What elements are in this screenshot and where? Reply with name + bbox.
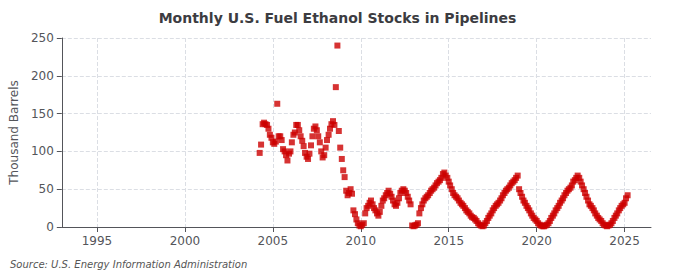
svg-text:50: 50 (39, 182, 54, 196)
svg-text:0: 0 (46, 220, 54, 234)
svg-text:2015: 2015 (433, 234, 464, 248)
svg-text:1995: 1995 (82, 234, 113, 248)
svg-text:Source: U.S. Energy Informatio: Source: U.S. Energy Information Administ… (10, 259, 247, 270)
svg-text:150: 150 (31, 107, 54, 121)
svg-text:2005: 2005 (258, 234, 289, 248)
svg-text:100: 100 (31, 144, 54, 158)
svg-text:2020: 2020 (521, 234, 552, 248)
svg-text:250: 250 (31, 31, 54, 45)
svg-text:2010: 2010 (346, 234, 377, 248)
svg-text:200: 200 (31, 69, 54, 83)
svg-text:2000: 2000 (170, 234, 201, 248)
svg-text:Thousand Barrels: Thousand Barrels (7, 80, 21, 185)
svg-text:2025: 2025 (609, 234, 640, 248)
svg-text:Monthly U.S. Fuel Ethanol Stoc: Monthly U.S. Fuel Ethanol Stocks in Pipe… (159, 10, 517, 26)
